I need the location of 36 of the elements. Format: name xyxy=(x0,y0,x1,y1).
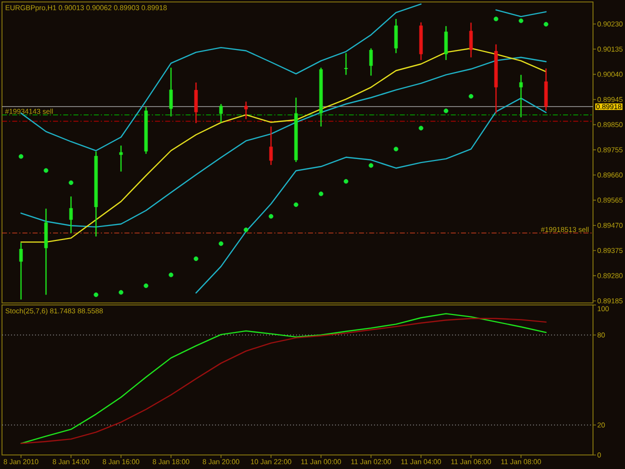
candlestick xyxy=(344,52,348,76)
candlestick xyxy=(169,67,173,118)
point xyxy=(394,146,398,152)
point xyxy=(94,292,98,298)
point xyxy=(444,108,448,114)
point xyxy=(518,18,524,24)
point xyxy=(194,256,198,262)
candlestick xyxy=(269,126,273,166)
candlestick xyxy=(469,22,473,58)
point xyxy=(168,272,174,278)
point xyxy=(344,179,348,184)
candlestick xyxy=(244,101,248,120)
candlestick xyxy=(19,242,23,300)
point xyxy=(118,290,124,295)
candlestick xyxy=(394,18,398,54)
point xyxy=(244,228,248,232)
point xyxy=(468,94,474,99)
candlestick xyxy=(369,48,373,76)
point xyxy=(268,214,274,219)
point xyxy=(318,192,324,196)
candlestick xyxy=(69,196,73,234)
candlestick xyxy=(194,82,198,124)
point xyxy=(44,168,48,173)
candlestick xyxy=(519,74,523,118)
candlestick xyxy=(119,144,123,172)
point xyxy=(218,241,224,246)
point xyxy=(368,163,374,168)
candlestick xyxy=(444,25,448,61)
point xyxy=(418,126,424,130)
point xyxy=(544,22,548,27)
point xyxy=(294,202,298,207)
point xyxy=(494,16,498,22)
candlestick xyxy=(219,103,223,124)
point xyxy=(144,283,148,288)
point xyxy=(18,154,24,159)
point xyxy=(68,180,74,185)
